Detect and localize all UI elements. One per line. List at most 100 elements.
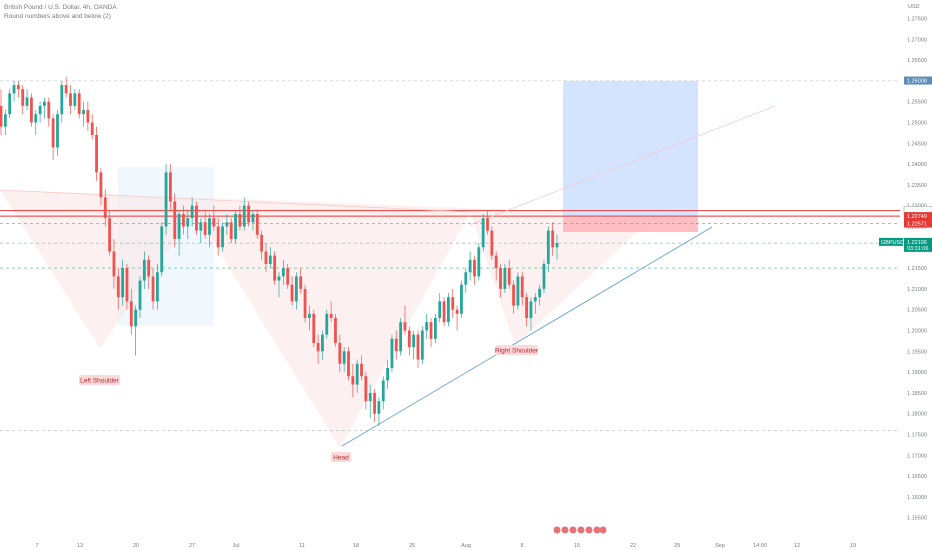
candle-body [299, 276, 303, 289]
candle-body [164, 172, 168, 227]
economic-event-icon [561, 526, 569, 534]
candle-body [538, 288, 542, 298]
time-tick-label: 29 [674, 543, 680, 549]
price-tick-label: 1.19000 [907, 370, 927, 376]
candle-body [155, 272, 159, 302]
candle-body [529, 301, 533, 318]
candle-body [12, 85, 16, 94]
price-tick-label: 1.24000 [907, 162, 927, 168]
candle-body [212, 218, 216, 227]
candle-body [303, 288, 307, 318]
candle-body [21, 89, 25, 106]
candle-body [546, 230, 550, 264]
price-tick-label: 1.16500 [907, 474, 927, 480]
candle-body [147, 259, 151, 277]
lines-layer [0, 105, 776, 447]
candle-body [60, 85, 64, 115]
candle-body [242, 205, 246, 227]
candle-body [190, 205, 194, 219]
candle-body [490, 230, 494, 256]
candle-body [342, 351, 346, 364]
symbol-tag-label: GBPUSD [881, 240, 904, 246]
candle-body [473, 259, 476, 277]
head-badge [331, 452, 351, 462]
price-tick-label: 1.21500 [907, 266, 927, 272]
economic-event-icon [593, 526, 601, 534]
price-tick-label: 1.15500 [907, 516, 927, 522]
candle-body [494, 255, 498, 269]
candle-body [90, 122, 94, 135]
candle-body [555, 243, 559, 248]
time-axis[interactable]: 7 13 20 27 Jul 11 18 25 Aug 8 15 22 29 Sep 14:00 12 19 [35, 543, 856, 549]
candle-body [199, 222, 203, 231]
candle-body [403, 322, 407, 331]
price-tick-label: 1.26500 [907, 58, 927, 64]
time-tick-label: Aug [461, 543, 471, 549]
price-tick-label: 1.18500 [907, 391, 927, 397]
candle-body [82, 110, 85, 115]
candle-body [355, 363, 359, 385]
candle-body [377, 401, 381, 414]
time-tick-label: 20 [133, 543, 139, 549]
candle-body [464, 272, 468, 285]
candle-body [438, 301, 442, 318]
candle-body [486, 218, 489, 231]
indicator-title: Round numbers above and below (2) [4, 13, 111, 20]
time-tick-label: 7 [35, 543, 38, 549]
economic-event-icon [577, 526, 585, 534]
candle-body [425, 322, 429, 331]
time-tick-label: 14:00 [753, 543, 767, 549]
candle-body [121, 268, 125, 298]
price-tag-value: 1.22885 [907, 208, 927, 214]
zones-layer [0, 81, 700, 448]
candle-body [64, 85, 68, 94]
candle-body [51, 118, 55, 148]
candle-body [525, 297, 528, 318]
candle-body [221, 226, 224, 248]
countdown-label: 03:31:06 [907, 246, 928, 252]
time-tick-label: 13 [77, 543, 83, 549]
price-tick-label: 1.19500 [907, 349, 927, 355]
time-tick-label: 15 [574, 543, 580, 549]
candle-body [268, 255, 272, 264]
candle-body [334, 318, 337, 343]
time-tick-label: 18 [353, 543, 359, 549]
candle-body [364, 376, 368, 402]
candle-body [477, 247, 481, 277]
candle-body [260, 234, 264, 252]
candle-body [69, 93, 72, 106]
candle-body [338, 342, 342, 364]
candle-body [481, 218, 485, 248]
candle-body [86, 110, 90, 123]
candle-body [455, 309, 459, 314]
time-tick-label: 22 [630, 543, 636, 549]
candle-body [451, 297, 455, 310]
candle-body [116, 276, 120, 298]
time-tick-label: Jul [232, 543, 239, 549]
candle-body [208, 218, 211, 235]
levels-layer [0, 80, 900, 431]
time-tick-label: 8 [520, 543, 523, 549]
candle-body [516, 276, 520, 306]
symbol-tag [879, 237, 903, 246]
candle-body [160, 226, 164, 273]
candle-body [390, 338, 394, 368]
price-tag-value: 1.22571 [907, 222, 927, 228]
candle-body [251, 214, 255, 223]
time-tick-label: 25 [409, 543, 415, 549]
candle-body [195, 205, 198, 231]
economic-event-icon [599, 526, 607, 534]
candle-body [447, 297, 450, 323]
candle-body [225, 222, 229, 227]
candle-body [125, 268, 129, 302]
candle-body [368, 392, 372, 402]
price-tag [904, 219, 932, 228]
candle-body [47, 101, 51, 119]
candle-body [134, 309, 138, 327]
candle-body [234, 214, 237, 239]
price-tick-label: 1.24500 [907, 141, 927, 147]
uptrend-line [341, 226, 713, 447]
candle-body [542, 263, 546, 289]
